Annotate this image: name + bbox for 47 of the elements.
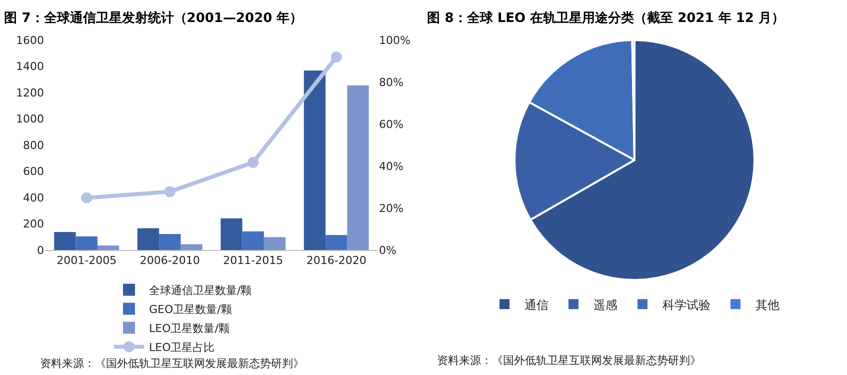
y-tick-label: 0: [37, 244, 44, 257]
y-tick-label: 800: [23, 138, 44, 152]
chart-title: 图 7：全球通信卫星发射统计（2001—2020 年）: [4, 10, 303, 26]
y2-tick-label: 40%: [379, 160, 404, 173]
bar: [54, 232, 76, 250]
y-tick-label: 600: [23, 165, 44, 178]
y2-tick-label: 60%: [379, 118, 404, 131]
legend-label: 科学试验: [662, 298, 710, 312]
chart-title: 图 8：全球 LEO 在轨卫星用途分类（截至 2021 年 12 月）: [427, 10, 784, 26]
bar: [137, 228, 160, 250]
point: [330, 52, 342, 63]
bar: [76, 236, 98, 250]
bar: [326, 235, 348, 250]
point: [164, 186, 176, 198]
x-tick-label: 2011-2015: [223, 254, 284, 268]
y-tick-label: 1400: [16, 60, 44, 74]
point: [248, 156, 259, 168]
y-tick-label: 200: [23, 218, 44, 231]
y2-tick-label: 100%: [379, 34, 410, 47]
text: 资料来源：《国外低轨卫星互联网发展最新态势研判》: [437, 354, 701, 367]
y-tick-label: 1200: [16, 86, 44, 100]
y2-tick-label: 20%: [379, 202, 404, 215]
bar: [242, 231, 264, 250]
bar: [159, 234, 181, 250]
x-tick-label: 2006-2010: [140, 254, 200, 268]
text: 资料来源：《国外低轨卫星互联网发展最新态势研判》: [40, 357, 304, 370]
x-tick-label: 2016-2020: [306, 254, 366, 268]
y-tick-label: 400: [23, 191, 44, 204]
legend-label: LEO卫星数量/颗: [149, 322, 230, 335]
legend-label: 通信: [524, 298, 548, 312]
bar: [220, 218, 242, 250]
legend-label: 全球通信卫星数量/颗: [149, 284, 252, 297]
bar: [264, 237, 286, 250]
y-tick-label: 1600: [16, 34, 44, 47]
x-tick-label: 2001-2005: [56, 254, 117, 268]
y2-tick-label: 0%: [379, 244, 396, 257]
y-tick-label: 1000: [16, 112, 44, 126]
bar: [347, 85, 369, 250]
legend-label: 遥感: [594, 298, 618, 312]
bar: [304, 70, 326, 250]
y2-tick-label: 80%: [379, 76, 404, 89]
legend-label: GEO卫星数量/颗: [149, 302, 232, 316]
legend-label: 其他: [756, 298, 780, 312]
legend-label: LEO卫星占比: [149, 340, 215, 354]
bar: [97, 246, 120, 250]
bar: [180, 244, 202, 250]
point: [81, 192, 92, 204]
